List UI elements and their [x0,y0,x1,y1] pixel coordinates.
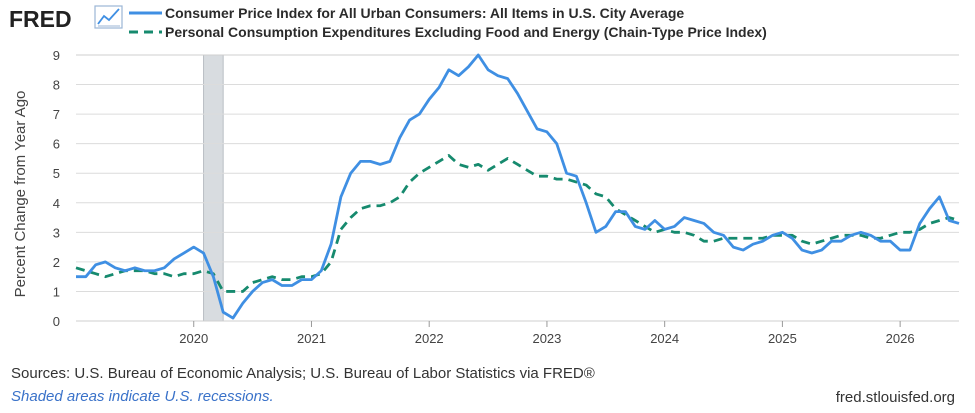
legend-label-cpi: Consumer Price Index for All Urban Consu… [165,5,684,21]
y-tick-label: 5 [53,166,60,181]
fred-logo-text: FRED [9,6,72,32]
x-tick-label: 2026 [886,331,915,346]
legend-item-pce[interactable]: Personal Consumption Expenditures Exclud… [129,24,767,40]
y-tick-label: 2 [53,255,60,270]
sources-text: Sources: U.S. Bureau of Economic Analysi… [11,365,595,382]
x-tick-label: 2024 [650,331,679,346]
y-tick-label: 0 [53,314,60,329]
recession-note[interactable]: Shaded areas indicate U.S. recessions. [11,388,274,405]
legend: Consumer Price Index for All Urban Consu… [129,5,767,40]
y-tick-label: 6 [53,137,60,152]
x-tick-label: 2022 [415,331,444,346]
fred-site-link[interactable]: fred.stlouisfed.org [835,389,955,406]
legend-item-cpi[interactable]: Consumer Price Index for All Urban Consu… [129,5,684,21]
y-axis-title: Percent Change from Year Ago [12,91,29,298]
x-tick-label: 2025 [768,331,797,346]
y-tick-label: 1 [53,284,60,299]
y-tick-label: 4 [53,196,60,211]
y-tick-label: 9 [53,48,60,63]
legend-label-pce: Personal Consumption Expenditures Exclud… [165,24,767,40]
fred-graph-icon [94,5,123,29]
pce-series-line[interactable] [75,154,960,293]
fred-logo[interactable]: FRED [9,5,123,32]
y-tick-label: 3 [53,225,60,240]
x-tick-label: 2020 [179,331,208,346]
plot-area: 0 1 2 3 4 5 6 7 8 9 2020 2021 2022 2023 2024 2025 2026 [53,48,960,346]
y-tick-label: 8 [53,78,60,93]
cpi-series-line[interactable] [76,53,960,320]
x-tick-label: 2023 [532,331,561,346]
x-tick-label: 2021 [297,331,326,346]
y-tick-label: 7 [53,107,60,122]
